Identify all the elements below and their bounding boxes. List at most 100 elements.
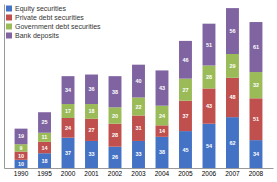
x-tick: 2001 — [84, 168, 99, 177]
data-label: 34 — [253, 151, 260, 157]
bar-segment — [62, 118, 75, 138]
legend-swatch — [6, 6, 12, 12]
series — [15, 54, 263, 152]
plot: 1990 1995 2000 2001 2002 2003 2004 2005 2006 2007… — [5, 5, 274, 177]
bar-segment — [250, 72, 263, 98]
legend-item: Private debt securities — [6, 14, 84, 21]
bar-segment — [62, 104, 75, 118]
x-tick: 1995 — [37, 168, 52, 177]
bar-segment — [109, 107, 122, 123]
data-label: 28 — [206, 74, 212, 80]
x-tick: 1990 — [14, 168, 29, 177]
data-label: 51 — [206, 42, 212, 48]
data-label: 46 — [182, 57, 188, 63]
bar-segment — [226, 8, 239, 54]
data-label: 37 — [65, 150, 71, 156]
x-tick: 2002 — [108, 168, 123, 177]
data-label: 36 — [88, 86, 94, 92]
bar-segment — [38, 133, 51, 142]
bar-segment — [156, 70, 169, 105]
data-label: 48 — [229, 94, 235, 100]
bar-segment — [226, 54, 239, 78]
x-axis: 1990 1995 2000 2001 2002 2003 2004 2005 2006 2007… — [5, 168, 274, 177]
data-label: 54 — [206, 143, 213, 149]
legend-swatch — [6, 24, 12, 30]
bar-segment — [85, 119, 98, 141]
legend-item: Government debt securities — [6, 23, 101, 30]
bar-segment — [156, 125, 169, 136]
x-tick-label: 2000 — [61, 170, 76, 177]
data-label: 18 — [41, 158, 47, 164]
x-tick-label: 2003 — [131, 170, 146, 177]
data-label: 20 — [112, 113, 118, 119]
legend-swatch — [6, 15, 12, 21]
bar-segment — [179, 131, 192, 168]
bar-segment — [132, 141, 145, 168]
x-tick: 2007 — [225, 168, 240, 177]
bar-segment — [250, 98, 263, 140]
data-label: 31 — [135, 125, 141, 131]
data-label: 33 — [88, 151, 94, 157]
x-tick: 2000 — [61, 168, 76, 177]
legend-label: Private debt securities — [15, 14, 84, 21]
x-tick-label: 2004 — [155, 170, 170, 177]
data-label: 34 — [65, 87, 72, 93]
legend-item: Bank deposits — [6, 32, 59, 40]
legend-item: Equity securities — [6, 5, 66, 13]
x-tick-label: 1990 — [14, 170, 29, 177]
bar-segment — [132, 116, 145, 141]
x-tick-label: 2006 — [202, 170, 217, 177]
data-label: 10 — [18, 161, 24, 167]
series — [15, 8, 263, 144]
data-label: 17 — [65, 108, 71, 114]
x-tick-label: 2007 — [225, 170, 240, 177]
bar-segment — [203, 88, 216, 123]
data-labels: 1018373326333845546234101424272831143743… — [18, 28, 260, 167]
data-label: 10 — [18, 153, 24, 159]
bar-segment — [226, 117, 239, 168]
data-label: 27 — [88, 127, 94, 133]
bar-segment — [179, 41, 192, 79]
legend-label: Government debt securities — [15, 23, 101, 30]
data-label: 29 — [229, 63, 235, 69]
bar-segment — [203, 24, 216, 66]
bar-segment — [62, 138, 75, 168]
data-label: 38 — [112, 89, 118, 95]
bar-segment — [38, 112, 51, 132]
x-tick: 2004 — [155, 168, 170, 177]
legend: Equity securitiesPrivate debt securities… — [6, 5, 101, 40]
data-label: 19 — [18, 133, 24, 139]
data-label: 28 — [112, 132, 118, 138]
legend-swatch — [6, 33, 12, 39]
legend-label: Equity securities — [15, 5, 66, 13]
data-label: 61 — [253, 44, 259, 50]
bar-segment — [203, 124, 216, 168]
bar-segment — [85, 104, 98, 119]
data-label: 40 — [135, 78, 141, 84]
data-label: 43 — [159, 85, 165, 91]
data-label: 38 — [159, 149, 165, 155]
data-label: 45 — [182, 147, 188, 153]
bar-segment — [179, 79, 192, 101]
data-label: 43 — [206, 103, 212, 109]
y-axis-line — [4, 5, 5, 169]
data-label: 51 — [253, 116, 259, 122]
bar-segment — [250, 22, 263, 72]
x-tick-label: 2008 — [249, 170, 264, 177]
data-label: 22 — [135, 104, 141, 110]
x-tick-label: 2005 — [178, 170, 193, 177]
data-label: 33 — [135, 151, 141, 157]
bar-segment — [85, 75, 98, 105]
data-label: 37 — [182, 113, 188, 119]
data-label: 24 — [159, 113, 166, 119]
bar-segment — [132, 97, 145, 115]
bar-segment — [156, 106, 169, 126]
legend-label: Bank deposits — [15, 32, 59, 40]
x-tick-label: 1995 — [37, 170, 52, 177]
x-tick: 2003 — [131, 168, 146, 177]
bar-segment — [38, 153, 51, 168]
bar-segment — [226, 78, 239, 117]
series — [15, 117, 263, 168]
bar-segment — [109, 76, 122, 107]
bar-segment — [109, 147, 122, 168]
